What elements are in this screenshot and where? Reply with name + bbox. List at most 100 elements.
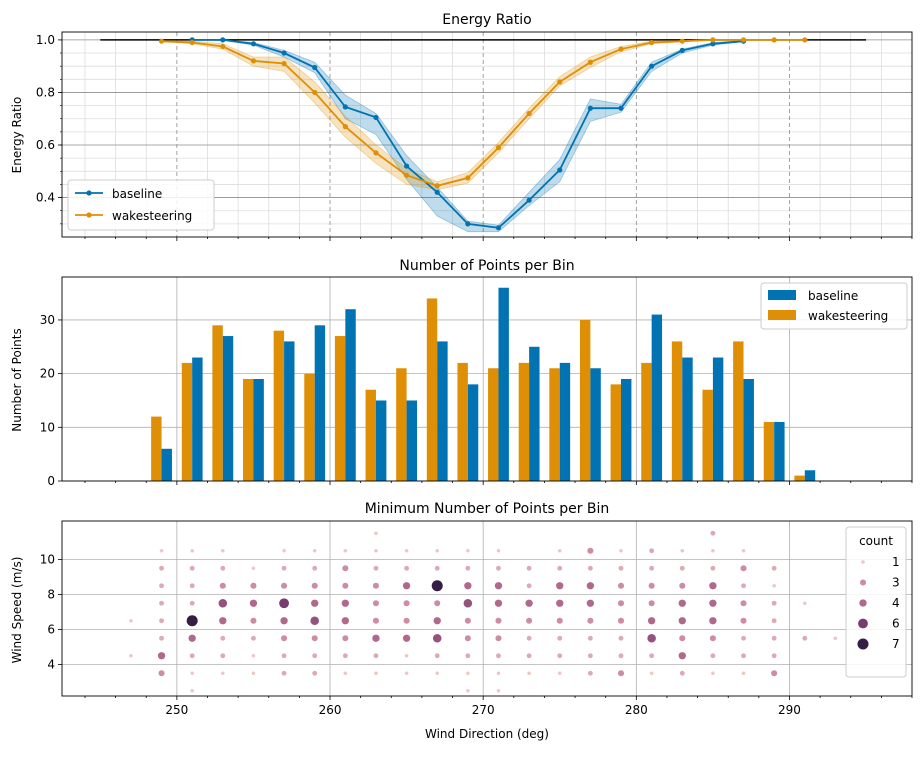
count-point — [159, 618, 164, 624]
count-point — [157, 652, 166, 660]
count-point — [158, 670, 165, 677]
baseline-point — [434, 189, 440, 195]
count-point — [557, 548, 562, 553]
count-point — [281, 635, 288, 642]
count-legend-label: 3 — [892, 576, 900, 590]
count-point — [218, 598, 228, 608]
count-point — [679, 565, 685, 571]
count-point — [312, 565, 318, 571]
count-point — [526, 617, 533, 624]
count-point — [342, 582, 349, 589]
count-point — [342, 635, 349, 642]
count-point — [159, 583, 164, 589]
count-point — [740, 617, 747, 624]
wakesteering-bar — [579, 319, 591, 481]
points-per-bin-legend-box — [760, 282, 908, 330]
wakesteering-bar — [243, 379, 254, 481]
count-point — [251, 653, 256, 658]
wakesteering-point — [403, 172, 410, 178]
count-point — [189, 565, 195, 571]
points-per-bin-plot — [151, 287, 816, 481]
wakesteering-point — [342, 124, 348, 130]
count-point — [249, 599, 258, 607]
wakesteering-point — [312, 89, 318, 96]
count-point — [709, 582, 717, 590]
baseline-bar — [345, 309, 356, 481]
count-point — [710, 565, 716, 571]
wakesteering-bar — [763, 421, 775, 481]
count-point — [618, 635, 624, 641]
count-point — [402, 634, 411, 642]
wakesteering-bar — [671, 341, 683, 481]
energy-ratio-title: Energy Ratio — [442, 12, 531, 28]
count-point — [526, 565, 532, 571]
count-point — [432, 633, 442, 643]
count-point — [312, 548, 317, 553]
x-tick-label: 290 — [778, 703, 801, 717]
count-point — [556, 582, 564, 590]
wakesteering-point — [679, 38, 685, 44]
wakesteering-bar — [365, 389, 376, 481]
count-point — [404, 653, 409, 658]
points-per-bin-ylabel: Number of Points — [10, 328, 24, 431]
count-point — [709, 635, 716, 642]
x-tick-label: 280 — [625, 703, 648, 717]
baseline-point — [526, 197, 532, 203]
count-legend-label: 1 — [892, 555, 900, 569]
count-point — [496, 653, 501, 659]
y-tick-label: 0.6 — [36, 138, 55, 152]
count-point — [495, 617, 502, 624]
count-point — [280, 617, 288, 625]
baseline-point — [587, 105, 593, 111]
count-point — [496, 548, 501, 553]
count-point — [189, 653, 195, 659]
count-point — [526, 583, 532, 589]
count-point — [617, 600, 625, 607]
count-point — [802, 601, 807, 606]
y-tick-label: 8 — [47, 588, 55, 602]
count-point — [771, 600, 777, 606]
count-point — [649, 565, 655, 571]
baseline-point — [342, 104, 348, 110]
min-points-ylabel: Wind Speed (m/s) — [10, 557, 24, 664]
baseline-bar — [314, 325, 326, 481]
wakesteering-point — [465, 175, 471, 181]
count-point — [711, 548, 715, 553]
baseline-bar — [651, 314, 663, 481]
energy-ratio-legend-box — [67, 179, 215, 231]
count-point — [771, 635, 777, 641]
count-point — [649, 548, 655, 554]
count-point — [159, 565, 164, 571]
count-point — [619, 548, 623, 553]
count-point — [678, 617, 686, 625]
count-point — [159, 548, 164, 553]
count-point — [312, 670, 318, 676]
wakesteering-bar — [518, 362, 530, 481]
count-point — [586, 599, 595, 607]
y-tick-label: 0.4 — [36, 191, 55, 205]
count-point — [433, 617, 441, 625]
baseline-bar — [467, 384, 479, 481]
count-point — [373, 565, 379, 571]
energy-ratio-legend: baseline wakesteering — [67, 179, 215, 231]
count-point — [617, 582, 625, 589]
legend-baseline-label: baseline — [112, 187, 162, 201]
count-point — [679, 670, 685, 676]
count-point — [279, 598, 289, 609]
count-point — [219, 582, 226, 589]
count-point — [709, 599, 717, 607]
wakesteering-point — [710, 37, 716, 43]
count-point — [678, 599, 686, 607]
count-legend-label: 7 — [892, 637, 900, 651]
count-legend-marker — [859, 579, 867, 586]
count-point — [282, 548, 286, 553]
count-point — [679, 582, 686, 589]
count-legend-label: 4 — [892, 596, 900, 610]
count-point — [679, 635, 686, 642]
count-point — [220, 653, 226, 659]
count-point — [557, 565, 563, 571]
count-point — [221, 548, 225, 553]
y-tick-label: 10 — [40, 553, 55, 567]
wakesteering-bar — [151, 416, 162, 481]
count-point — [434, 565, 440, 571]
